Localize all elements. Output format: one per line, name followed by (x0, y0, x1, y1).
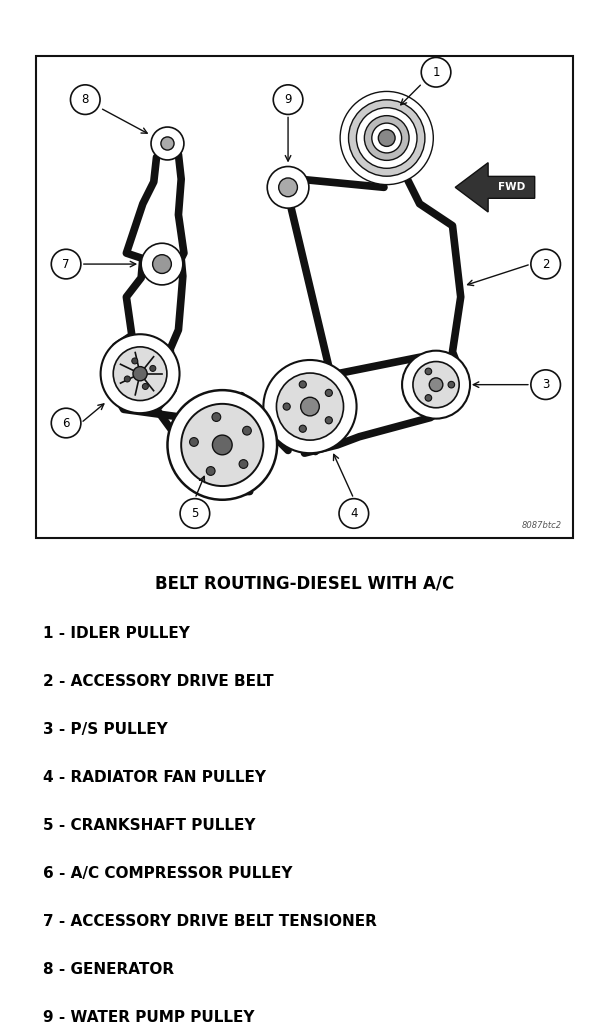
Text: 5 - CRANKSHAFT PULLEY: 5 - CRANKSHAFT PULLEY (43, 817, 255, 833)
Text: BELT ROUTING-DIESEL WITH A/C: BELT ROUTING-DIESEL WITH A/C (155, 574, 454, 593)
Text: 4 - RADIATOR FAN PULLEY: 4 - RADIATOR FAN PULLEY (43, 770, 266, 784)
Circle shape (189, 437, 199, 446)
Circle shape (531, 249, 560, 279)
Text: 9: 9 (284, 93, 292, 106)
Circle shape (378, 130, 395, 146)
Text: 3 - P/S PULLEY: 3 - P/S PULLEY (43, 722, 167, 736)
Circle shape (364, 116, 409, 161)
Circle shape (356, 108, 417, 168)
Circle shape (372, 123, 401, 153)
Circle shape (273, 85, 303, 115)
Circle shape (212, 413, 220, 422)
Text: 4: 4 (350, 507, 357, 520)
Circle shape (242, 426, 252, 435)
Circle shape (263, 360, 357, 454)
Circle shape (325, 389, 333, 396)
Circle shape (276, 373, 343, 440)
Circle shape (299, 425, 306, 432)
Circle shape (143, 383, 149, 389)
Circle shape (448, 381, 455, 388)
Text: 7: 7 (62, 258, 70, 270)
Circle shape (402, 350, 470, 419)
Circle shape (100, 334, 180, 413)
Text: 2: 2 (542, 258, 549, 270)
Text: 1: 1 (432, 66, 440, 79)
Circle shape (425, 368, 432, 375)
Circle shape (124, 376, 130, 382)
Circle shape (151, 127, 184, 160)
Circle shape (181, 403, 264, 486)
Circle shape (71, 85, 100, 115)
Circle shape (167, 390, 277, 500)
Circle shape (180, 499, 209, 528)
Circle shape (421, 57, 451, 87)
Text: 6 - A/C COMPRESSOR PULLEY: 6 - A/C COMPRESSOR PULLEY (43, 865, 292, 881)
Circle shape (161, 137, 174, 151)
Text: 6: 6 (62, 417, 70, 429)
Text: 7 - ACCESSORY DRIVE BELT TENSIONER: 7 - ACCESSORY DRIVE BELT TENSIONER (43, 913, 376, 929)
Circle shape (132, 358, 138, 364)
Circle shape (150, 366, 156, 372)
Circle shape (348, 99, 425, 176)
Text: 1 - IDLER PULLEY: 1 - IDLER PULLEY (43, 626, 189, 641)
Circle shape (51, 409, 81, 438)
Circle shape (279, 178, 297, 197)
Circle shape (299, 381, 306, 388)
Circle shape (133, 367, 147, 381)
Circle shape (113, 347, 167, 400)
Text: 3: 3 (542, 378, 549, 391)
Circle shape (239, 460, 248, 468)
Circle shape (429, 378, 443, 391)
Text: 8087btc2: 8087btc2 (522, 521, 562, 529)
Circle shape (141, 244, 183, 285)
Circle shape (283, 403, 290, 411)
Circle shape (325, 417, 333, 424)
Text: 8 - GENERATOR: 8 - GENERATOR (43, 962, 174, 977)
Text: 5: 5 (191, 507, 199, 520)
Circle shape (413, 361, 459, 408)
Circle shape (51, 249, 81, 279)
Circle shape (301, 397, 319, 416)
Text: 2 - ACCESSORY DRIVE BELT: 2 - ACCESSORY DRIVE BELT (43, 674, 273, 688)
Text: FWD: FWD (498, 182, 526, 193)
Circle shape (267, 167, 309, 208)
Circle shape (213, 435, 232, 455)
Circle shape (206, 467, 215, 475)
Text: 9 - WATER PUMP PULLEY: 9 - WATER PUMP PULLEY (43, 1010, 254, 1024)
Text: 8: 8 (82, 93, 89, 106)
Circle shape (425, 394, 432, 401)
Circle shape (339, 499, 368, 528)
Circle shape (340, 91, 433, 184)
Circle shape (531, 370, 560, 399)
Circle shape (153, 255, 171, 273)
Polygon shape (456, 163, 535, 212)
